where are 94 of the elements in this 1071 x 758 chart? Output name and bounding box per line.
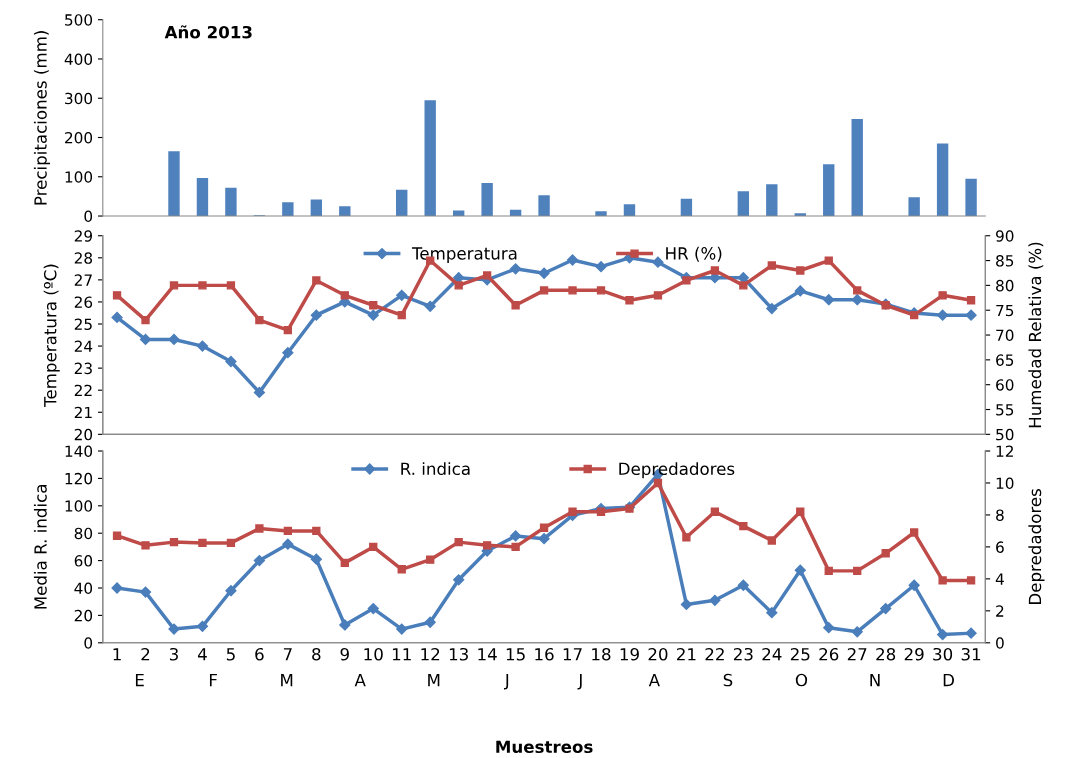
x-tick-label: 27 <box>847 647 867 661</box>
y2-axis-title: Humedad Relativa (%) <box>1028 242 1044 428</box>
x-tick-label: 10 <box>364 647 383 661</box>
text: M <box>281 673 293 687</box>
y-axis-title: Temperatura (ºC) <box>43 264 60 407</box>
x-tick-label: 30 <box>933 647 953 661</box>
y-tick-label: 300 <box>65 92 93 105</box>
legend-label: HR (%) <box>666 246 722 262</box>
y-tick-label: 400 <box>64 53 93 65</box>
y-tick-label: 20 <box>74 609 93 622</box>
x-tick-label: 12 <box>421 647 440 661</box>
x-tick-label: 29 <box>904 647 924 661</box>
y-tick-label: 60 <box>74 555 93 567</box>
y-tick-label: 24 <box>74 340 93 352</box>
y-tick-label: 100 <box>65 171 93 183</box>
x-tick-label: 4 <box>197 648 207 661</box>
x-tick-label: 19 <box>620 647 639 661</box>
x-tick-label: 23 <box>733 647 753 661</box>
text: D <box>943 673 954 687</box>
y2-tick-label: 60 <box>996 379 1014 391</box>
y2-tick-label: 50 <box>996 428 1014 441</box>
x-tick-label: 25 <box>790 647 810 661</box>
y-tick-label: 23 <box>74 362 92 375</box>
y2-tick-label: 8 <box>996 509 1004 521</box>
legend-label: R. indica <box>401 462 470 476</box>
y-tick-label: 0 <box>84 210 93 223</box>
y2-tick-label: 85 <box>996 255 1014 267</box>
y-axis-title: Media R. indica <box>33 485 47 609</box>
y-tick-label: 29 <box>74 230 93 242</box>
legend-label: Depredadores <box>619 462 735 479</box>
x-axis-title: Muestreos <box>496 740 593 754</box>
text: J <box>503 673 509 690</box>
x-tick-label: 2 <box>141 647 150 661</box>
y-tick-label: 25 <box>74 318 92 331</box>
y-tick-label: 28 <box>74 252 93 264</box>
x-tick-label: 17 <box>563 648 582 661</box>
text: F <box>209 673 217 687</box>
x-tick-label: 31 <box>961 647 981 661</box>
y-axis-title: Precipitaciones (mm) <box>33 31 51 205</box>
y-tick-label: 26 <box>74 296 93 308</box>
x-tick-label: 14 <box>478 648 497 661</box>
y-tick-label: 200 <box>65 131 93 144</box>
y2-tick-label: 80 <box>996 279 1014 292</box>
text: A <box>648 673 660 687</box>
x-tick-label: 1 <box>113 648 121 661</box>
y2-tick-label: 4 <box>995 573 1004 585</box>
text: M <box>428 673 440 687</box>
x-tick-label: 26 <box>819 647 839 661</box>
x-tick-label: 22 <box>705 647 724 661</box>
y-tick-label: 0 <box>84 637 93 649</box>
y-tick-label: 22 <box>74 384 92 397</box>
text: J <box>577 673 582 690</box>
y2-tick-label: 2 <box>996 605 1004 617</box>
y2-tick-label: 12 <box>996 445 1013 457</box>
x-tick-label: 8 <box>312 647 321 661</box>
y2-tick-label: 6 <box>996 541 1004 553</box>
text: S <box>723 673 733 687</box>
x-tick-label: 18 <box>592 647 611 661</box>
x-tick-label: 7 <box>283 648 292 661</box>
x-tick-label: 28 <box>876 647 896 661</box>
y-tick-label: 120 <box>65 472 93 485</box>
x-tick-label: 9 <box>340 647 349 661</box>
x-tick-label: 11 <box>392 648 411 661</box>
x-tick-label: 5 <box>226 648 235 661</box>
y2-tick-label: 70 <box>996 329 1014 342</box>
y-tick-label: 20 <box>74 428 93 441</box>
y2-tick-label: 10 <box>996 477 1014 489</box>
y-tick-label: 500 <box>65 14 93 26</box>
y2-tick-label: 55 <box>996 404 1014 416</box>
text: O <box>795 673 808 687</box>
y2-tick-label: 75 <box>996 304 1014 317</box>
x-tick-label: 16 <box>535 647 554 661</box>
text: E <box>135 673 144 687</box>
y2-tick-label: 65 <box>996 354 1014 366</box>
x-tick-label: 6 <box>255 647 264 661</box>
x-tick-label: 20 <box>648 647 668 661</box>
y-tick-label: 140 <box>65 445 93 458</box>
x-tick-label: 15 <box>506 648 525 661</box>
x-tick-label: 13 <box>449 647 468 661</box>
x-tick-label: 3 <box>169 647 178 661</box>
y2-axis-title: Depredadores <box>1028 489 1045 604</box>
text: N <box>870 673 880 687</box>
y-tick-label: 100 <box>65 500 93 512</box>
x-tick-label: 24 <box>762 647 782 661</box>
text: A <box>354 673 366 687</box>
y-tick-label: 21 <box>74 406 92 419</box>
y2-tick-label: 90 <box>996 230 1014 242</box>
legend-label: Temperatura <box>411 247 517 263</box>
y2-tick-label: 0 <box>996 637 1004 649</box>
y-tick-label: 40 <box>74 582 93 595</box>
chart-title: Año 2013 <box>164 25 252 39</box>
y-tick-label: 27 <box>74 274 92 286</box>
y-tick-label: 80 <box>74 527 93 540</box>
x-tick-label: 21 <box>677 647 696 661</box>
